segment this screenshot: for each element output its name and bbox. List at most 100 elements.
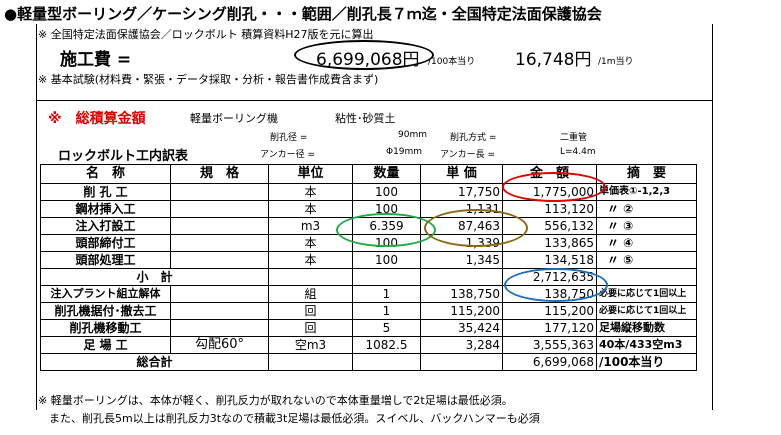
row-qty: 100: [352, 183, 421, 201]
total-remark: /100本当り: [596, 353, 697, 371]
row-remark: 〃 ④: [596, 234, 697, 252]
row-remark: 必要に応じて1回以上: [596, 285, 697, 303]
injection-price-highlight-circle: [424, 209, 528, 247]
table-title: ロックボルト工内訳表: [58, 149, 189, 164]
row-unit: 空m3: [268, 336, 353, 354]
row-name: 頭部締付工: [40, 234, 171, 252]
row-qty: 1082.5: [352, 336, 421, 354]
source-note: ※ 全国特定法面保護協会／ロックボルト 積算資料H27版を元に算出: [38, 28, 374, 41]
drilling-amount-highlight-circle: [502, 172, 606, 202]
sheet-left-border: [36, 24, 37, 410]
row-amount: 3,555,363: [502, 336, 597, 354]
row-price: 35,424: [420, 319, 503, 337]
subtotal-highlight-circle: [504, 268, 608, 302]
table-row: 削孔機据付･撤去工 回 1 115,200 115,200 必要に応じて1回以上: [40, 302, 697, 320]
machine-type: 軽量ボーリング機: [190, 112, 278, 125]
row-remark: 〃 ③: [596, 217, 697, 235]
header-name: 名 称: [40, 164, 171, 184]
row-spec: [170, 183, 269, 201]
subtotal-label: 小 計: [40, 268, 269, 286]
row-price: 138,750: [420, 285, 503, 303]
anchor-diameter-label: アンカー径 =: [260, 150, 316, 160]
row-name: 足 場 工: [40, 336, 171, 354]
total-row: 総合計 6,699,068 /100本当り: [40, 353, 697, 371]
empty-cell: [420, 353, 503, 371]
row-qty: 1: [352, 302, 421, 320]
row-spec: 勾配60°: [170, 336, 269, 354]
total-amount: 6,699,068: [502, 353, 597, 371]
anchor-diameter-value: Φ19mm: [386, 147, 423, 157]
header-price: 単 価: [420, 164, 503, 184]
header-spec: 規 格: [170, 164, 269, 184]
construction-cost-label: 施工費 =: [60, 50, 132, 70]
row-price: 1,345: [420, 251, 503, 269]
row-name: 注入打設工: [40, 217, 171, 235]
row-unit: 本: [268, 183, 353, 201]
row-remark: 単価表①-1,2,3: [596, 183, 697, 201]
row-amount: 113,120: [502, 200, 597, 218]
row-name: 削孔機据付･撤去工: [40, 302, 171, 320]
table-row: 頭部処理工 本 100 1,345 134,518 〃 ⑤: [40, 251, 697, 269]
row-price: 115,200: [420, 302, 503, 320]
footnote-scaffold-3t: また、削孔長5m以上は削孔反力3tなので積載3t足場は最低必須。スイベル、バック…: [38, 412, 540, 425]
total-cost-highlight-circle: [294, 40, 434, 70]
row-spec: [170, 200, 269, 218]
row-amount: 177,120: [502, 319, 597, 337]
row-remark: 〃 ⑤: [596, 251, 697, 269]
empty-cell: [352, 353, 421, 371]
table-header-row: 名 称 規 格 単位 数量 単 価 金 額 摘 要: [40, 164, 697, 184]
row-qty: 1: [352, 285, 421, 303]
row-unit: 組: [268, 285, 353, 303]
hole-diameter-value: 90mm: [398, 130, 427, 140]
table-row: 削孔機移動工 回 5 35,424 177,120 足場縦移動数: [40, 319, 697, 337]
construction-cost-total-unit: /100本当り: [428, 57, 476, 67]
row-unit: 本: [268, 251, 353, 269]
row-qty: 100: [352, 251, 421, 269]
injection-qty-highlight-circle: [336, 213, 436, 247]
row-name: 削 孔 工: [40, 183, 171, 201]
row-spec: [170, 251, 269, 269]
row-remark: 必要に応じて1回以上: [596, 302, 697, 320]
anchor-length-label: アンカー長 =: [440, 150, 496, 160]
header-remark: 摘 要: [596, 164, 697, 184]
row-price: 3,284: [420, 336, 503, 354]
empty-cell: [420, 268, 503, 286]
soil-type: 粘性･砂質土: [335, 112, 396, 125]
row-name: 削孔機移動工: [40, 319, 171, 337]
footnote-scaffold-2t: ※ 軽量ボーリングは、本体が軽く、削孔反力が取れないので本体重量増しで2t足場は…: [38, 394, 513, 407]
row-amount: 134,518: [502, 251, 597, 269]
breakdown-table: 名 称 規 格 単位 数量 単 価 金 額 摘 要 削 孔 工 本 100 17…: [40, 164, 697, 371]
header-unit: 単位: [268, 164, 353, 184]
construction-cost-per-meter-unit: /1m当り: [598, 57, 634, 67]
row-spec: [170, 302, 269, 320]
empty-cell: [268, 268, 353, 286]
table-row: 注入プラント組立解体 組 1 138,750 138,750 必要に応じて1回以…: [40, 285, 697, 303]
header-divider: [36, 100, 713, 101]
row-qty: 5: [352, 319, 421, 337]
row-price: 17,750: [420, 183, 503, 201]
table-row: 足 場 工 勾配60° 空m3 1082.5 3,284 3,555,363 4…: [40, 336, 697, 354]
drilling-method-label: 削孔方式 =: [450, 133, 497, 143]
row-remark: 足場縦移動数: [596, 319, 697, 337]
header-qty: 数量: [352, 164, 421, 184]
empty-cell: [268, 353, 353, 371]
row-name: 頭部処理工: [40, 251, 171, 269]
row-remark: 〃 ②: [596, 200, 697, 218]
row-name: 鋼材挿入工: [40, 200, 171, 218]
hole-diameter-label: 削孔径 =: [270, 133, 308, 143]
row-spec: [170, 319, 269, 337]
page-title: ●軽量型ボーリング／ケーシング削孔・・・範囲／削孔長７ｍ迄・全国特定法面保護協会: [4, 5, 602, 23]
construction-cost-per-meter: 16,748円: [515, 50, 592, 70]
empty-cell: [596, 268, 697, 286]
total-label: 総合計: [40, 353, 269, 371]
row-spec: [170, 217, 269, 235]
row-amount: 115,200: [502, 302, 597, 320]
row-unit: 回: [268, 302, 353, 320]
row-remark: 40本/433空m3: [596, 336, 697, 354]
row-unit: 本: [268, 200, 353, 218]
row-spec: [170, 285, 269, 303]
drilling-method-value: 二重管: [560, 133, 588, 143]
total-estimate-label: ※ 総積算金額: [48, 111, 146, 127]
sheet-right-border: [712, 24, 713, 410]
row-unit: 回: [268, 319, 353, 337]
